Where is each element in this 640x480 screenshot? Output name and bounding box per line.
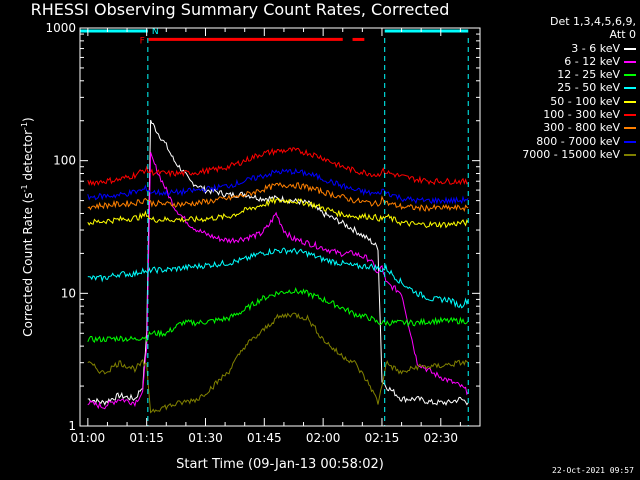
- series-line-9: [87, 312, 469, 414]
- legend-swatch: [624, 47, 636, 50]
- legend-label: 7000 - 15000 keV: [522, 147, 620, 161]
- legend-label: 3 - 6 keV: [571, 41, 620, 55]
- plot-frame: [79, 27, 481, 427]
- legend-swatch: [624, 114, 636, 117]
- x-tick-label-3: 01:30: [188, 431, 223, 445]
- x-tick-label-7: 02:30: [423, 431, 458, 445]
- x-tick-label-5: 02:00: [306, 431, 341, 445]
- y-tick-label-3: 100: [53, 154, 76, 168]
- series-line-7: [87, 182, 469, 213]
- legend-item-9: 7000 - 15000 keV: [486, 148, 636, 161]
- legend-label: 100 - 300 keV: [543, 108, 620, 122]
- series-line-8: [87, 167, 469, 205]
- x-tick-label-6: 02:15: [365, 431, 400, 445]
- y-tick-label-2: 10: [61, 286, 76, 300]
- x-tick-label-4: 01:45: [247, 431, 282, 445]
- legend-label: 300 - 800 keV: [543, 121, 620, 135]
- x-tick-label-1: 01:00: [71, 431, 106, 445]
- y-tick-label-4: 1000: [45, 21, 76, 35]
- legend: Det 1,3,4,5,6,9, Att 0 3 - 6 keV 6 - 12 k…: [486, 15, 636, 161]
- legend-label: 25 - 50 keV: [557, 81, 620, 95]
- legend-item-4: 25 - 50 keV: [486, 81, 636, 94]
- chart-title: RHESSI Observing Summary Count Rates, Co…: [30, 0, 450, 19]
- legend-item-8: 800 - 7000 keV: [486, 135, 636, 148]
- night-flag-label: N: [152, 27, 159, 37]
- legend-swatch: [624, 87, 636, 90]
- legend-swatch: [624, 140, 636, 143]
- series-line-2: [87, 152, 469, 410]
- legend-swatch: [624, 100, 636, 103]
- flare-flag-label: F: [140, 36, 145, 46]
- legend-swatch: [624, 153, 636, 156]
- x-tick-label-2: 01:15: [129, 431, 164, 445]
- legend-item-6: 100 - 300 keV: [486, 108, 636, 121]
- y-axis-label: Corrected Count Rate (s-1 detector-1): [20, 117, 35, 336]
- legend-label: 50 - 100 keV: [550, 94, 620, 108]
- legend-item-1: 3 - 6 keV: [486, 42, 636, 55]
- series-line-5: [87, 196, 469, 229]
- legend-header-line-1: Det 1,3,4,5,6,9,: [549, 15, 636, 28]
- x-axis-label: Start Time (09-Jan-13 00:58:02): [176, 457, 384, 472]
- legend-item-2: 6 - 12 keV: [486, 55, 636, 68]
- series-line-6: [87, 147, 469, 187]
- series-line-3: [87, 287, 469, 343]
- legend-header-line-2: Att 0: [609, 28, 636, 42]
- legend-swatch: [624, 74, 636, 77]
- y-tick-label-1: 1: [68, 419, 76, 433]
- legend-label: 6 - 12 keV: [564, 54, 620, 68]
- legend-swatch: [624, 127, 636, 130]
- series-line-4: [87, 247, 469, 309]
- legend-label: 12 - 25 keV: [557, 68, 620, 82]
- footer-timestamp: 22-Oct-2021 09:57: [552, 466, 634, 475]
- legend-label: 800 - 7000 keV: [536, 134, 620, 148]
- legend-item-7: 300 - 800 keV: [486, 121, 636, 134]
- legend-item-5: 50 - 100 keV: [486, 95, 636, 108]
- legend-swatch: [624, 60, 636, 63]
- legend-item-3: 12 - 25 keV: [486, 68, 636, 81]
